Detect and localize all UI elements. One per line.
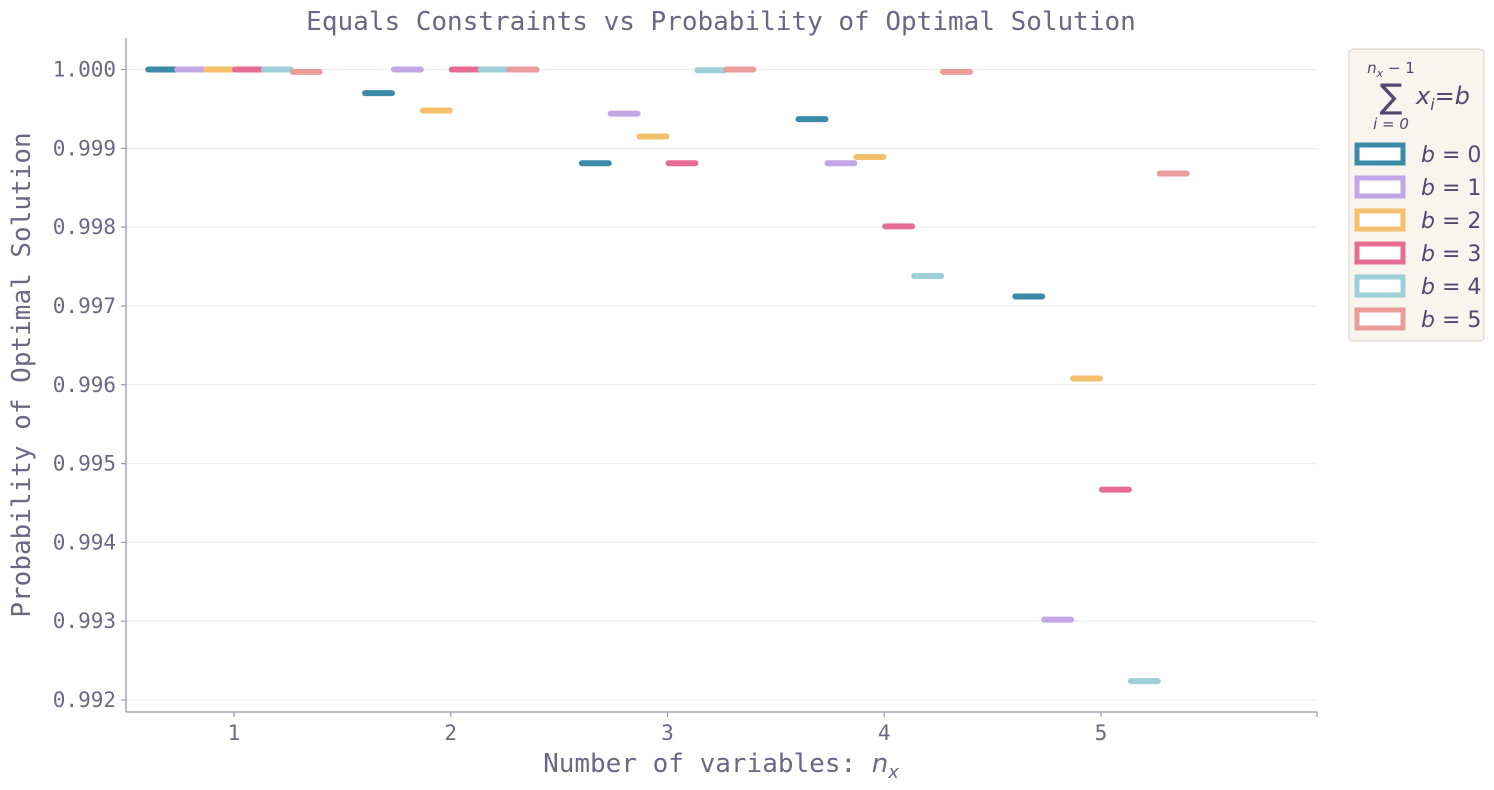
- chart-title: Equals Constraints vs Probability of Opt…: [306, 7, 1136, 37]
- x-axis-label: Number of variables: nx: [543, 749, 899, 783]
- grid-lines: [126, 69, 1317, 701]
- y-tick-label: 0.998: [53, 215, 116, 239]
- legend-swatch: [1354, 307, 1406, 331]
- legend-label: b = 0: [1421, 143, 1481, 168]
- legend-label: b = 5: [1421, 308, 1481, 333]
- x-tick-label: 5: [1095, 721, 1108, 745]
- legend-title-top: nx − 1: [1367, 59, 1415, 80]
- y-tick-label: 0.996: [53, 373, 116, 397]
- x-axis-label-sub: x: [887, 762, 899, 783]
- y-tick-label: 0.994: [53, 530, 116, 554]
- legend-label: b = 1: [1421, 176, 1481, 201]
- legend-label: b = 2: [1421, 209, 1481, 234]
- y-tick-label: 0.997: [53, 294, 116, 318]
- legend-swatch: [1354, 142, 1406, 166]
- x-tick-label: 4: [878, 721, 891, 745]
- y-axis-label: Probability of Optimal Solution: [7, 132, 37, 617]
- x-tick-label: 1: [228, 721, 241, 745]
- legend-title-bottom: i = 0: [1373, 115, 1409, 133]
- legend-label: b = 4: [1421, 275, 1481, 300]
- x-axis-label-var: n: [872, 749, 888, 779]
- y-tick-label: 0.992: [53, 688, 116, 712]
- y-tick-label: 0.993: [53, 609, 116, 633]
- y-tick-label: 1.000: [53, 58, 116, 82]
- legend-items: b = 0 b = 1 b = 2 b = 3 b = 4 b = 5: [1354, 142, 1481, 333]
- x-tick-label: 3: [661, 721, 674, 745]
- data-marks: [145, 66, 1190, 685]
- legend-title-expr: xi=b: [1415, 82, 1470, 114]
- y-tick-label: 0.999: [53, 136, 116, 160]
- x-tick-label: 2: [444, 721, 457, 745]
- legend-sigma: ∑: [1380, 77, 1403, 117]
- legend-label: b = 3: [1421, 242, 1481, 267]
- legend-swatch: [1354, 175, 1406, 199]
- legend-box: [1348, 48, 1485, 342]
- legend-swatch: [1354, 208, 1406, 232]
- axis-ticks: 0.992 0.993 0.994 0.995 0.996 0.997 0.998 0.999…: [53, 58, 1318, 745]
- y-tick-label: 0.995: [53, 452, 116, 476]
- x-axis-label-text: Number of variables:: [543, 749, 872, 779]
- legend: nx − 1 ∑ i = 0 xi=b b = 0 b = 1 b = 2 b = 3…: [1348, 48, 1485, 342]
- legend-swatch: [1354, 241, 1406, 265]
- legend-swatch: [1354, 274, 1406, 298]
